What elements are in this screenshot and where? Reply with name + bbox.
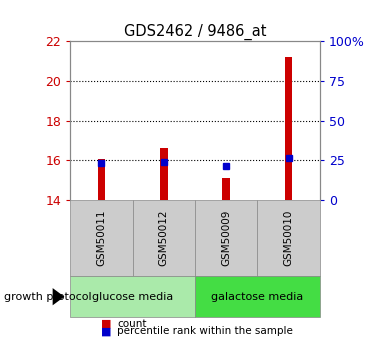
Text: galactose media: galactose media — [211, 292, 303, 302]
Bar — [222, 178, 230, 200]
Text: GSM50010: GSM50010 — [284, 210, 294, 266]
Text: ■: ■ — [101, 326, 112, 336]
Text: GSM50011: GSM50011 — [96, 210, 106, 266]
Polygon shape — [53, 288, 64, 305]
Text: GSM50009: GSM50009 — [221, 210, 231, 266]
Title: GDS2462 / 9486_at: GDS2462 / 9486_at — [124, 24, 266, 40]
Text: percentile rank within the sample: percentile rank within the sample — [117, 326, 293, 336]
Bar — [98, 159, 105, 200]
Text: count: count — [117, 319, 147, 328]
Text: glucose media: glucose media — [92, 292, 173, 302]
Text: GSM50012: GSM50012 — [159, 210, 169, 266]
Text: growth protocol: growth protocol — [4, 292, 92, 302]
Text: ■: ■ — [101, 319, 112, 328]
Bar — [285, 57, 292, 200]
Bar — [160, 148, 168, 200]
